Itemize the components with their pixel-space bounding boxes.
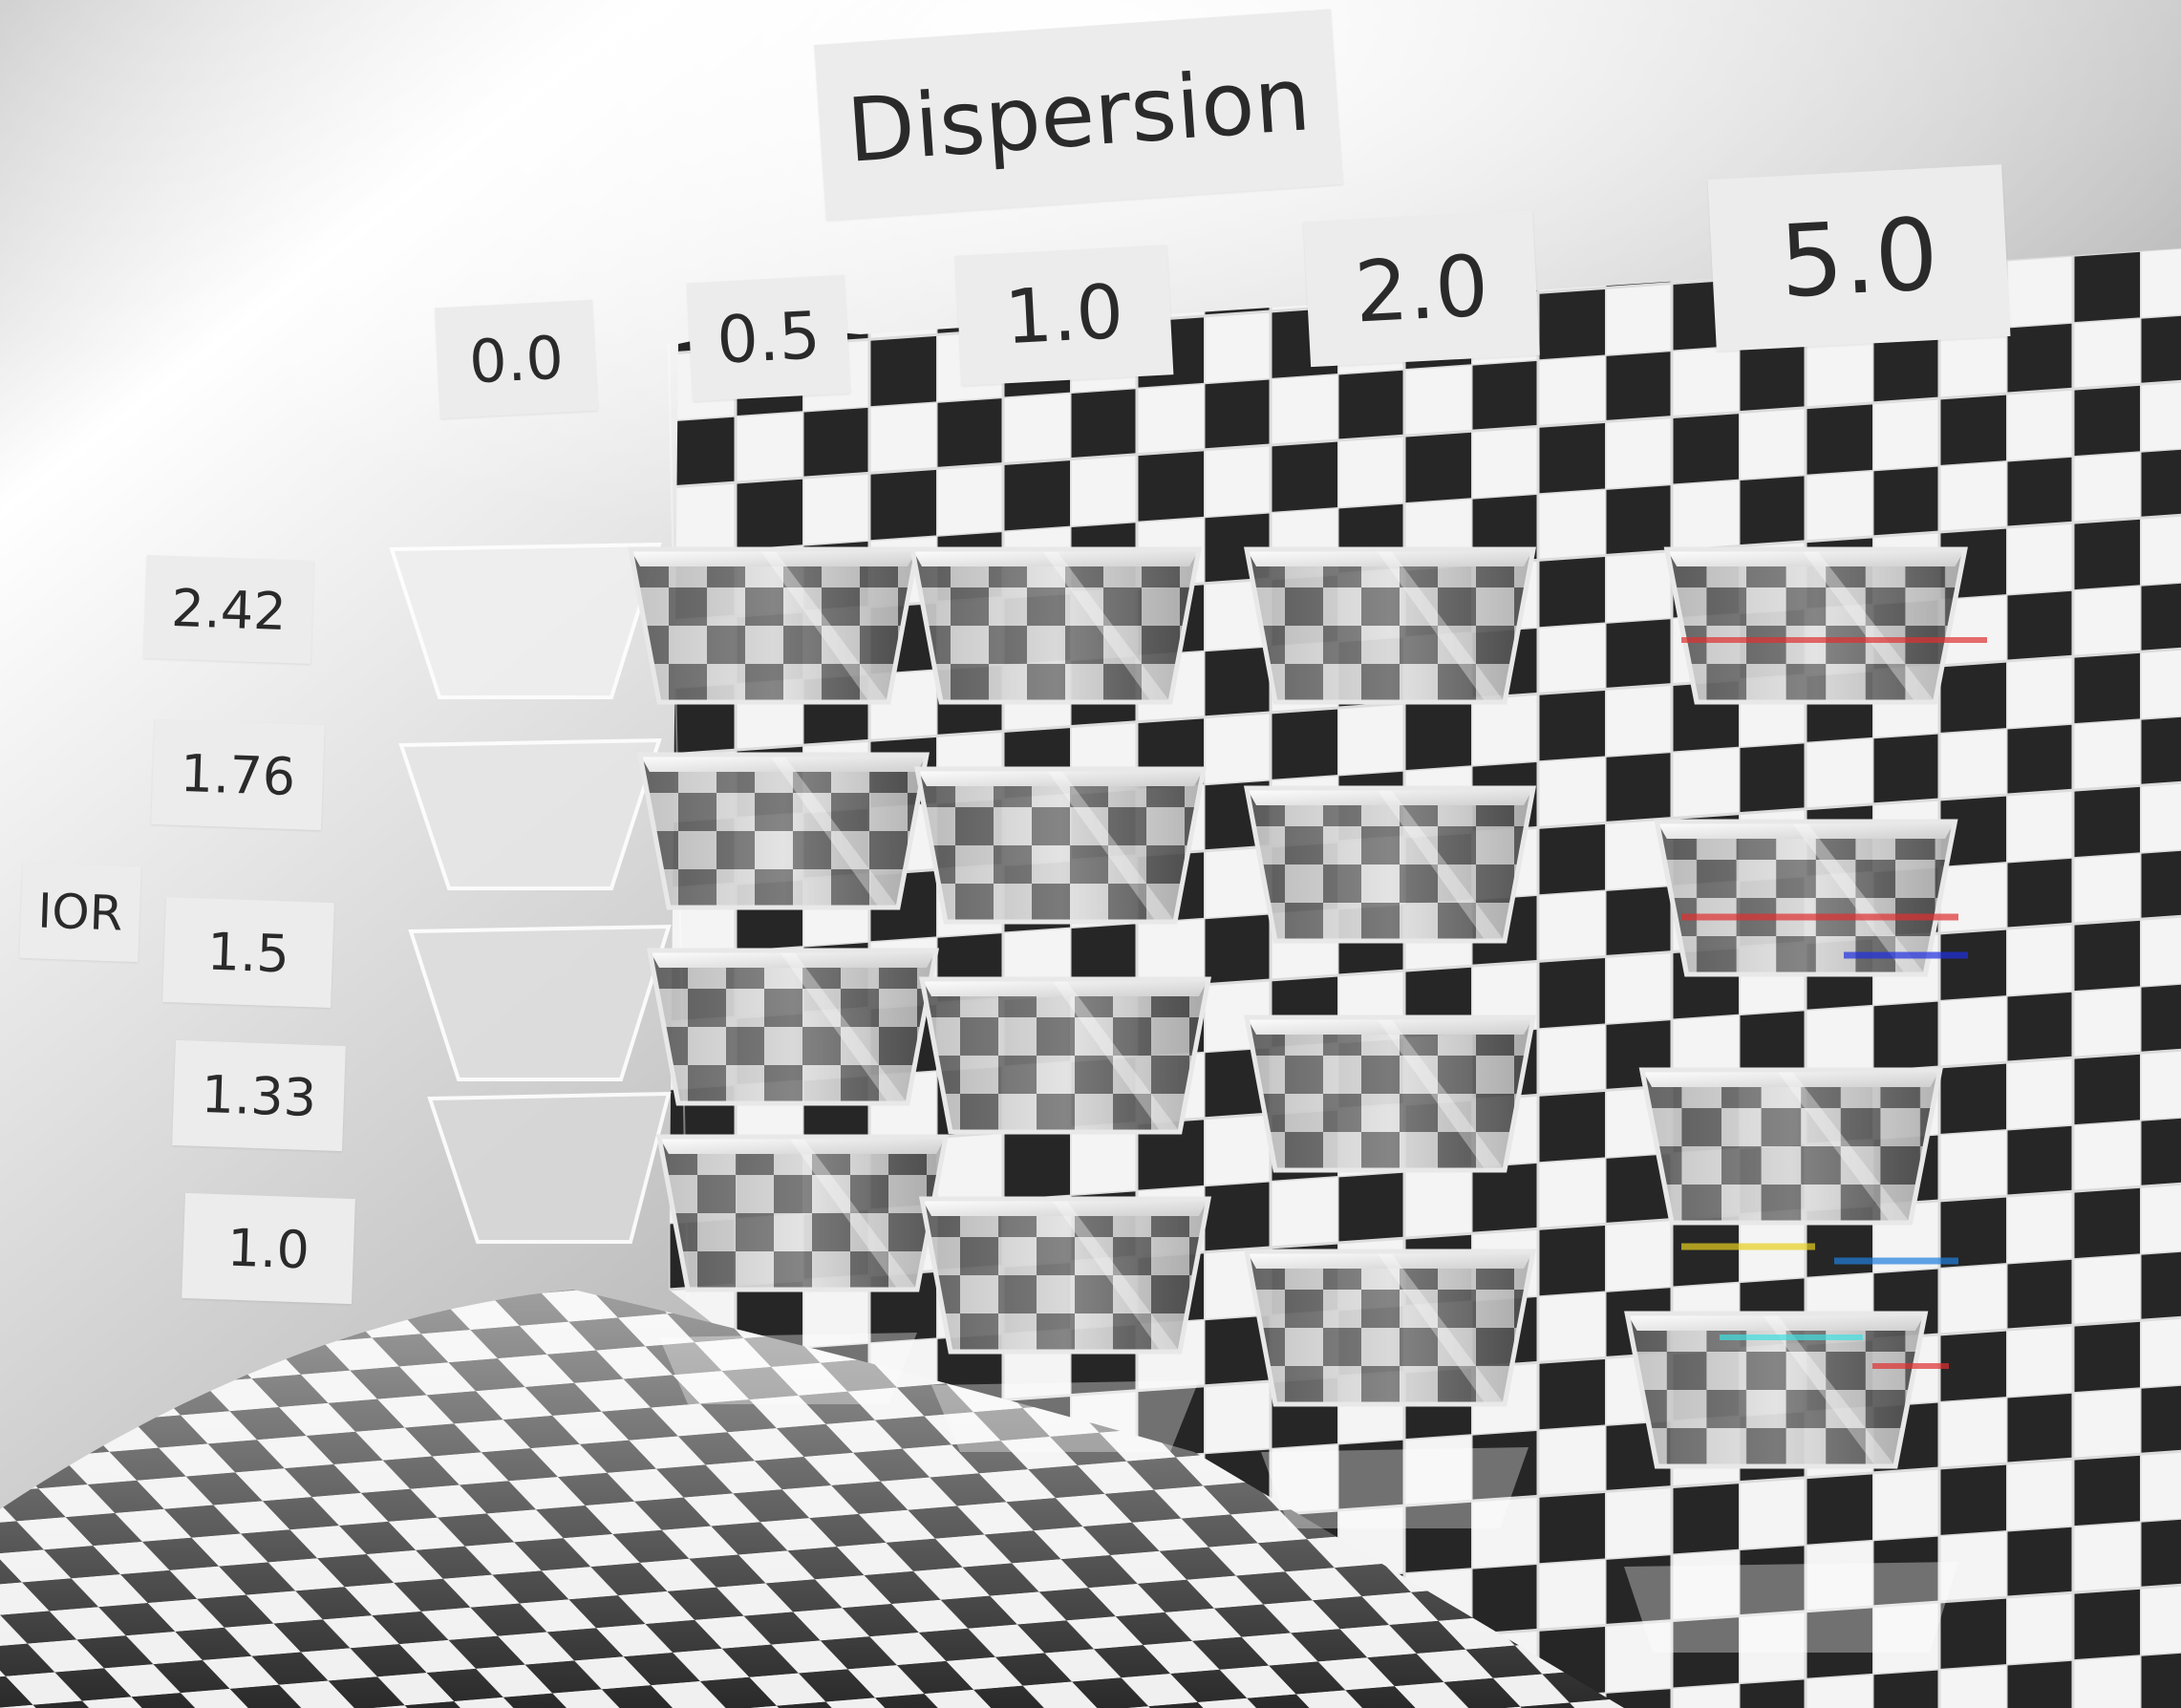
prism-column-5 [1627, 549, 1987, 1466]
ior-value-0: 2.42 [143, 554, 314, 665]
ior-axis-label: IOR [19, 862, 141, 963]
dispersion-title: Dispersion [814, 9, 1343, 221]
dispersion-value-2: 1.0 [954, 245, 1174, 386]
floor-reflections [659, 1333, 1958, 1653]
dispersion-value-4: 5.0 [1707, 164, 2011, 352]
dispersion-value-0: 0.0 [435, 299, 598, 419]
ior-value-4: 1.0 [182, 1192, 355, 1305]
ior-value-1: 1.76 [151, 718, 325, 831]
ior-value-3: 1.33 [172, 1039, 346, 1152]
prism-column-0 [389, 542, 672, 1244]
ior-value-2: 1.5 [162, 896, 334, 1009]
dispersion-value-3: 2.0 [1303, 209, 1540, 368]
dispersion-value-1: 0.5 [686, 274, 851, 402]
